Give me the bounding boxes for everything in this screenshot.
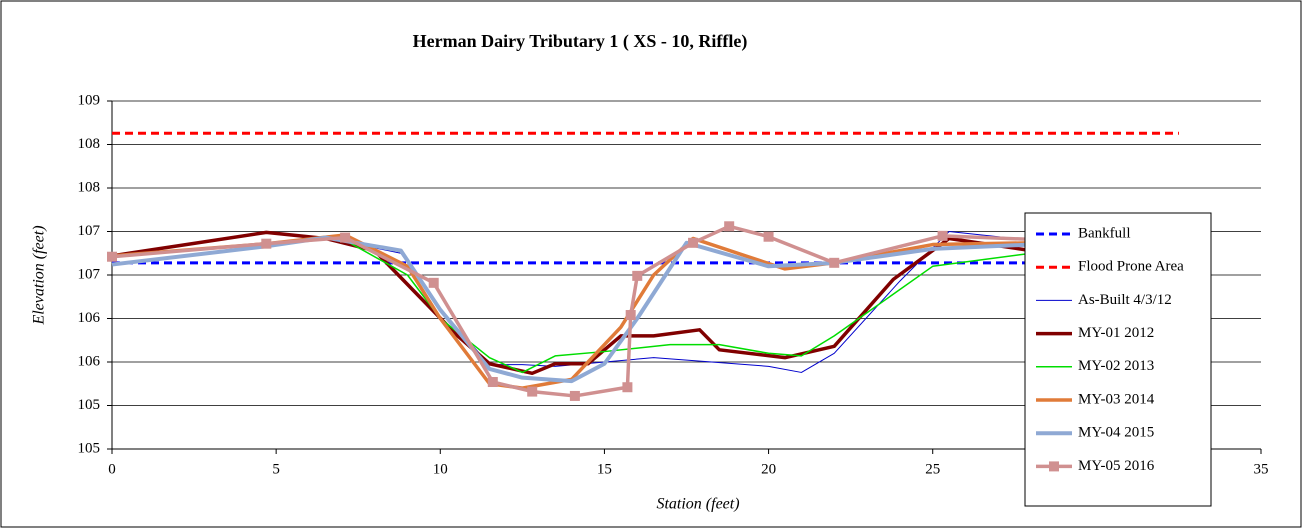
point-marker xyxy=(688,237,699,248)
legend: Bankfull Flood Prone Area As-Built 4/3/12 M… xyxy=(1024,212,1212,507)
series-line xyxy=(111,237,1032,374)
legend-label: MY-05 2016 xyxy=(1078,458,1155,474)
y-tick-label: 108 xyxy=(78,179,101,195)
y-tick-label: 108 xyxy=(78,136,101,152)
x-tick-label: 20 xyxy=(761,461,776,477)
point-marker xyxy=(625,310,636,321)
point-marker xyxy=(829,257,840,268)
series-line xyxy=(111,224,1051,398)
legend-label: MY-01 2012 xyxy=(1078,325,1154,341)
point-marker xyxy=(428,277,439,288)
y-tick-label: 105 xyxy=(78,397,101,413)
point-marker xyxy=(632,270,643,281)
point-marker xyxy=(622,382,633,393)
x-tick-label: 35 xyxy=(1254,461,1269,477)
chart-title: Herman Dairy Tributary 1 ( XS - 10, Riff… xyxy=(413,31,748,52)
y-axis-label: Elevation (feet) xyxy=(31,225,48,325)
legend-label: As-Built 4/3/12 xyxy=(1078,292,1172,308)
legend-label: Flood Prone Area xyxy=(1078,259,1184,275)
y-tick-label: 107 xyxy=(78,266,101,282)
point-marker xyxy=(763,231,774,242)
x-tick-label: 5 xyxy=(272,461,280,477)
x-axis-label: Station (feet) xyxy=(656,496,739,513)
x-tick-label: 0 xyxy=(108,461,116,477)
y-tick-label: 107 xyxy=(78,223,101,239)
point-marker xyxy=(724,221,735,232)
legend-label: MY-03 2014 xyxy=(1078,391,1155,407)
point-marker xyxy=(107,251,117,262)
legend-label: Bankfull xyxy=(1078,225,1131,241)
point-marker xyxy=(340,232,351,243)
x-tick-label: 25 xyxy=(925,461,940,477)
legend-label: MY-02 2013 xyxy=(1078,358,1154,374)
legend-label: MY-04 2015 xyxy=(1078,425,1154,441)
point-marker xyxy=(569,390,580,401)
y-tick-label: 105 xyxy=(78,440,101,456)
point-marker xyxy=(527,386,538,397)
legend-marker xyxy=(1049,461,1059,472)
x-tick-label: 10 xyxy=(433,461,448,477)
y-tick-label: 106 xyxy=(78,310,101,326)
point-marker xyxy=(487,377,498,388)
legend-box xyxy=(1024,212,1212,507)
y-tick-label: 106 xyxy=(78,353,101,369)
x-tick-label: 15 xyxy=(597,461,612,477)
point-marker xyxy=(261,238,272,249)
point-marker xyxy=(937,230,948,241)
y-tick-label: 109 xyxy=(78,92,101,108)
